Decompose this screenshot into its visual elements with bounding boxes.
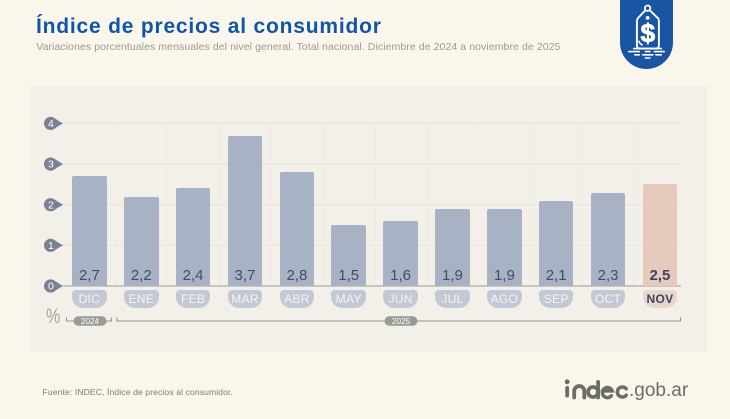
- svg-text:2025: 2025: [392, 317, 411, 326]
- svg-text:3: 3: [48, 159, 54, 171]
- svg-text:2024: 2024: [81, 317, 100, 326]
- svg-text:$: $: [640, 18, 655, 48]
- svg-text:1: 1: [48, 240, 54, 252]
- svg-text:4: 4: [48, 118, 54, 130]
- svg-text:2: 2: [48, 199, 54, 211]
- svg-text:0: 0: [48, 281, 54, 293]
